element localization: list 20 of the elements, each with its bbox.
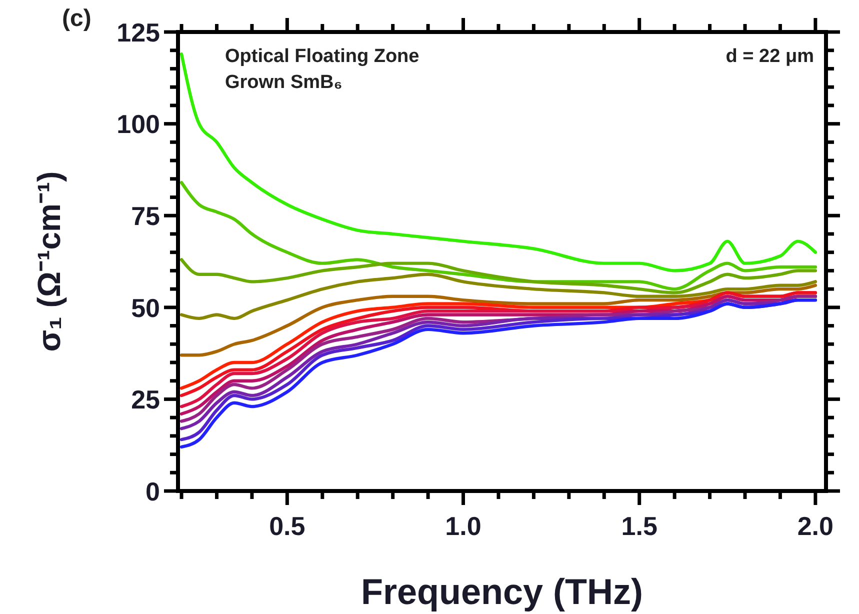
y-axis-title: σ₁ (Ω⁻¹cm⁻¹): [31, 171, 67, 352]
x-tick-label: 1.0: [445, 511, 482, 541]
x-tick-label: 1.5: [621, 511, 658, 541]
y-tick-label: 125: [116, 17, 160, 48]
x-tick-label: 2.0: [797, 511, 834, 541]
line-series: [180, 272, 818, 320]
x-tick-label: 0.5: [269, 511, 306, 541]
y-tick-label: 0: [146, 476, 160, 506]
y-tick-label: 50: [131, 292, 160, 323]
y-tick-label: 25: [131, 384, 160, 415]
annotation: Grown SmB₆: [225, 72, 342, 93]
text: (c): [62, 5, 92, 32]
line-series: [180, 180, 818, 291]
annotation: d = 22 μm: [726, 46, 814, 67]
line-series: [180, 258, 818, 294]
x-axis-title: Frequency (THz): [360, 571, 644, 612]
y-tick-label: 75: [131, 200, 160, 231]
y-tick-label: 100: [116, 109, 160, 140]
annotation: Optical Floating Zone: [225, 46, 420, 67]
line-series: [180, 284, 818, 357]
